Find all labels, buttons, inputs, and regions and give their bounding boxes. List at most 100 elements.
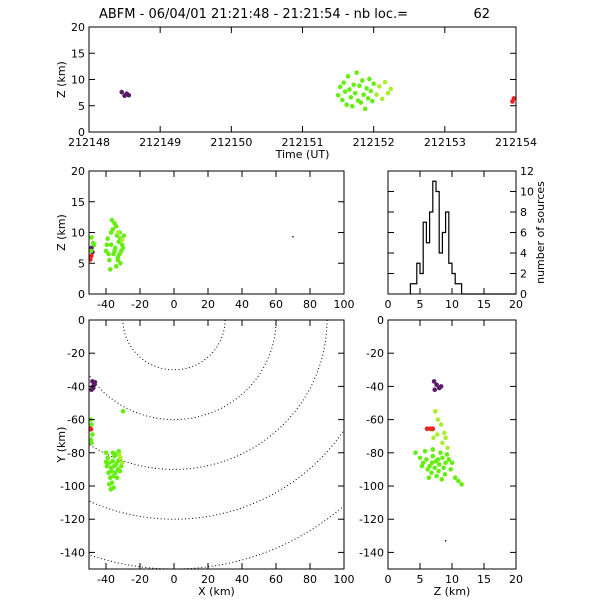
time-height-panel: 212148 212149 212150 212151 212152 212153 2121… [55, 21, 537, 161]
data-point [351, 82, 357, 88]
data-point [385, 90, 391, 96]
range-ring [89, 320, 277, 421]
data-point [371, 81, 376, 86]
data-point [335, 92, 341, 98]
data-point [115, 257, 121, 263]
data-point [113, 264, 119, 269]
data-point [449, 460, 455, 466]
data-point [107, 267, 113, 272]
data-point [107, 257, 112, 263]
y-tick-label: -140 [359, 546, 384, 559]
data-point [354, 70, 359, 75]
y-tick-label: 6 [520, 227, 527, 240]
y-tick-label: -80 [67, 447, 85, 460]
y-tick-label: 20 [71, 21, 85, 34]
histogram-step-line [409, 180, 516, 295]
data-point [89, 426, 94, 432]
data-point [434, 432, 440, 437]
y-axis-label: Z (km) [55, 214, 68, 251]
data-point [104, 242, 110, 248]
data-point [432, 387, 438, 393]
data-point [103, 450, 109, 456]
x-tick-label: 212153 [424, 136, 466, 149]
x-tick-label: 80 [303, 573, 317, 586]
data-point [359, 78, 365, 83]
data-point [89, 253, 94, 259]
data-point [443, 435, 448, 441]
data-point [90, 432, 95, 437]
location-count: 62 [473, 7, 490, 22]
x-tick-label: 212148 [68, 136, 110, 149]
data-point [114, 475, 120, 481]
data-point [92, 379, 98, 385]
data-point [119, 460, 125, 466]
x-tick-label: 10 [445, 573, 459, 586]
data-point [417, 455, 423, 461]
data-point [120, 245, 126, 251]
data-point [430, 453, 436, 459]
data-point [118, 260, 123, 266]
data-point [427, 463, 432, 469]
y-tick-label: -100 [359, 480, 384, 493]
data-point [126, 92, 132, 98]
data-point [350, 103, 355, 109]
x-tick-label: 212154 [495, 136, 537, 149]
x-tick-label: 20 [201, 573, 215, 586]
data-point [121, 233, 127, 238]
y-tick-label: 4 [520, 247, 527, 260]
x-tick-label: -40 [97, 573, 115, 586]
data-point [413, 450, 418, 456]
data-point [438, 450, 443, 456]
x-tick-label: -20 [131, 573, 149, 586]
y-axis-label: number of sources [534, 181, 547, 284]
plot-frame [88, 170, 345, 295]
data-point [446, 457, 452, 462]
x-tick-label: 0 [385, 573, 392, 586]
x-tick-label: 40 [235, 298, 249, 311]
height-y-panel: 0 5 10 15 20 0 -20 -40 -60 -80 -100 -120 -140 Z (km) [359, 314, 523, 598]
x-tick-label: 212149 [139, 136, 181, 149]
data-point [434, 473, 439, 479]
data-point [89, 235, 94, 240]
data-point [433, 409, 438, 414]
data-point [115, 458, 121, 464]
x-tick-label: 5 [417, 298, 424, 311]
data-point [89, 257, 93, 262]
data-point [440, 440, 445, 446]
data-point [89, 440, 94, 446]
data-point [352, 90, 358, 96]
data-point [442, 430, 447, 436]
plan-view-panel: -40 -20 0 20 40 60 80 100 0 -20 -40 -60 -80 -100 -120 -… [55, 314, 355, 598]
plot-frame [88, 319, 345, 570]
data-point [120, 409, 126, 414]
data-point [511, 96, 516, 101]
y-tick-label: -80 [366, 447, 384, 460]
y-tick-label: 0 [520, 288, 527, 301]
y-tick-label: 10 [71, 74, 85, 87]
data-point [91, 242, 97, 248]
data-point [337, 84, 343, 90]
data-point [103, 248, 109, 254]
data-point [112, 248, 117, 254]
data-point [377, 84, 382, 89]
y-tick-label: 8 [520, 206, 527, 219]
x-tick-label: 15 [477, 573, 491, 586]
data-point [444, 452, 450, 457]
x-tick-label: 10 [445, 298, 459, 311]
data-point [456, 478, 461, 484]
data-point [109, 468, 114, 474]
data-point [448, 467, 454, 472]
data-point [117, 468, 123, 474]
data-point [429, 460, 435, 466]
data-point [422, 448, 428, 454]
data-point [439, 477, 445, 482]
data-point [105, 236, 110, 241]
data-point [344, 102, 349, 107]
x-tick-label: 60 [269, 573, 283, 586]
x-height-panel: -40 -20 0 20 40 60 80 100 0 5 10 15 20 Z (km) [55, 165, 355, 311]
data-point [430, 447, 436, 452]
x-tick-label: 60 [269, 298, 283, 311]
plot-frame [387, 170, 517, 295]
